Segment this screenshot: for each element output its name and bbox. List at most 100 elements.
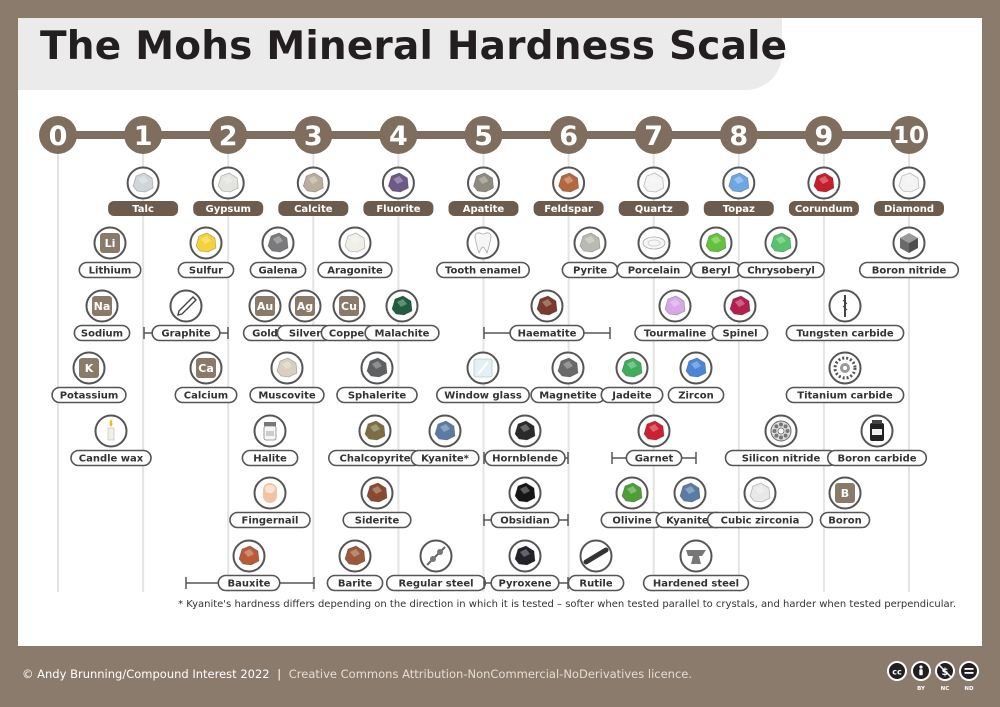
material-label: Window glass bbox=[444, 391, 522, 402]
material-label-pill bbox=[73, 324, 131, 342]
mineral-icon bbox=[267, 232, 289, 253]
drill-icon bbox=[842, 295, 848, 317]
material-label: Hornblende bbox=[492, 454, 558, 465]
material-label-pill bbox=[509, 324, 585, 342]
licence-text: Creative Commons Attribution-NonCommerci… bbox=[288, 667, 693, 681]
scale-number-label: 0 bbox=[49, 121, 68, 152]
mineral-icon bbox=[621, 482, 643, 503]
reference-label-pill bbox=[703, 201, 774, 216]
scale-number-9: 9 bbox=[804, 116, 843, 154]
material-item: Zircon bbox=[667, 351, 725, 404]
material-label: Olivine bbox=[612, 516, 651, 527]
reference-minerals: Talc Gypsum Calcite Fluorite Apatite Feldspar… bbox=[108, 166, 944, 216]
material-item: Hardened steel bbox=[642, 539, 750, 592]
material-item: Jadeite bbox=[600, 351, 664, 404]
cc-nc-label: NC bbox=[941, 686, 950, 692]
material-label-pill bbox=[51, 386, 127, 404]
material-label: Tungsten carbide bbox=[796, 329, 894, 340]
scale-number-label: 2 bbox=[219, 121, 238, 152]
material-label: Graphite bbox=[161, 329, 210, 340]
scale-number-1: 1 bbox=[124, 116, 163, 154]
footnote: * Kyanite's hardness differs depending o… bbox=[178, 599, 956, 610]
material-label-pill bbox=[410, 449, 480, 467]
scale-number-label: 9 bbox=[815, 121, 834, 152]
svg-text:K: K bbox=[85, 362, 94, 375]
title-bar bbox=[18, 18, 782, 90]
mineral-icon bbox=[195, 232, 217, 253]
svg-text:Au: Au bbox=[257, 300, 273, 313]
material-item: Boron carbide bbox=[826, 414, 928, 467]
scale-number-8: 8 bbox=[719, 116, 758, 154]
material-label: Barite bbox=[338, 579, 373, 590]
material-label: Halite bbox=[253, 454, 287, 465]
material-label-pill bbox=[737, 261, 825, 279]
material-item: Hornblende bbox=[483, 414, 569, 467]
material-label: Potassium bbox=[60, 391, 119, 402]
material-label-pill bbox=[435, 261, 530, 279]
scale-number-label: 8 bbox=[729, 121, 748, 152]
mineral-icon bbox=[344, 232, 366, 253]
material-item: Garnet bbox=[611, 414, 697, 467]
material-label-pill bbox=[317, 261, 393, 279]
page-title: The Mohs Mineral Hardness Scale bbox=[40, 24, 788, 69]
material-item: Boron nitride bbox=[858, 226, 960, 279]
noderivatives-icon bbox=[959, 661, 979, 681]
material-label-pill bbox=[78, 261, 142, 279]
material-item: Obsidian bbox=[483, 476, 569, 529]
reference-label: Apatite bbox=[463, 204, 505, 215]
material-item: Chalcopyrite bbox=[327, 414, 422, 467]
material-label: Spinel bbox=[722, 329, 757, 340]
material-item: Candle wax bbox=[70, 414, 152, 467]
material-item: Tourmaline bbox=[634, 289, 716, 342]
footer-separator: | bbox=[277, 667, 282, 681]
material-item: Li Lithium bbox=[78, 226, 142, 279]
reference-label-pill bbox=[533, 201, 604, 216]
material-label-pill bbox=[336, 386, 418, 404]
scale-number-label: 7 bbox=[644, 121, 663, 152]
material-icon-ring bbox=[169, 289, 203, 323]
material-item: Titanium carbide bbox=[785, 351, 905, 404]
reference-label: Fluorite bbox=[376, 204, 420, 215]
material-item: Galena bbox=[249, 226, 307, 279]
mineral-icon bbox=[391, 295, 413, 316]
material-item: Aragonite bbox=[317, 226, 393, 279]
material-item: Sphalerite bbox=[336, 351, 418, 404]
material-label: Pyroxene bbox=[499, 579, 552, 590]
material-label: Sphalerite bbox=[348, 391, 407, 402]
material-item: Tooth enamel bbox=[435, 226, 530, 279]
svg-text:Li: Li bbox=[105, 237, 116, 250]
element-symbol-icon: Ag bbox=[295, 296, 315, 316]
mineral-icon bbox=[679, 482, 701, 503]
finger-icon bbox=[263, 483, 277, 503]
material-label: Boron nitride bbox=[872, 266, 947, 277]
material-item: Kyanite* bbox=[655, 476, 725, 529]
element-symbol-icon: Au bbox=[255, 296, 275, 316]
material-label-pill bbox=[174, 386, 238, 404]
material-item: Kyanite* bbox=[410, 414, 480, 467]
mineral-icon bbox=[276, 357, 298, 378]
pencil-icon bbox=[177, 296, 197, 316]
rod-icon bbox=[583, 547, 609, 565]
bolt-icon bbox=[426, 546, 446, 566]
mineral-icon bbox=[898, 172, 920, 193]
material-label-pill bbox=[249, 386, 325, 404]
material-label: Cubic zirconia bbox=[721, 516, 800, 527]
material-item: Sulfur bbox=[177, 226, 235, 279]
mineral-icon bbox=[132, 172, 154, 193]
material-item: Graphite bbox=[143, 289, 229, 342]
mineral-icon bbox=[514, 420, 536, 441]
material-item: Chrysoberyl bbox=[737, 226, 825, 279]
mineral-icon bbox=[344, 545, 366, 566]
material-item: Fingernail bbox=[229, 476, 311, 529]
material-item: Porcelain bbox=[616, 226, 692, 279]
material-label-pill bbox=[70, 449, 152, 467]
scale-number-3: 3 bbox=[294, 116, 333, 154]
material-label-pill bbox=[826, 449, 928, 467]
scale-number-label: 1 bbox=[134, 121, 153, 152]
material-label: Calcium bbox=[184, 391, 228, 402]
material-label: Tooth enamel bbox=[445, 266, 521, 277]
element-symbol-icon: Na bbox=[92, 296, 112, 316]
material-label: Silicon nitride bbox=[742, 454, 821, 465]
mineral-icon bbox=[643, 172, 665, 193]
scale-number-5: 5 bbox=[464, 116, 503, 154]
